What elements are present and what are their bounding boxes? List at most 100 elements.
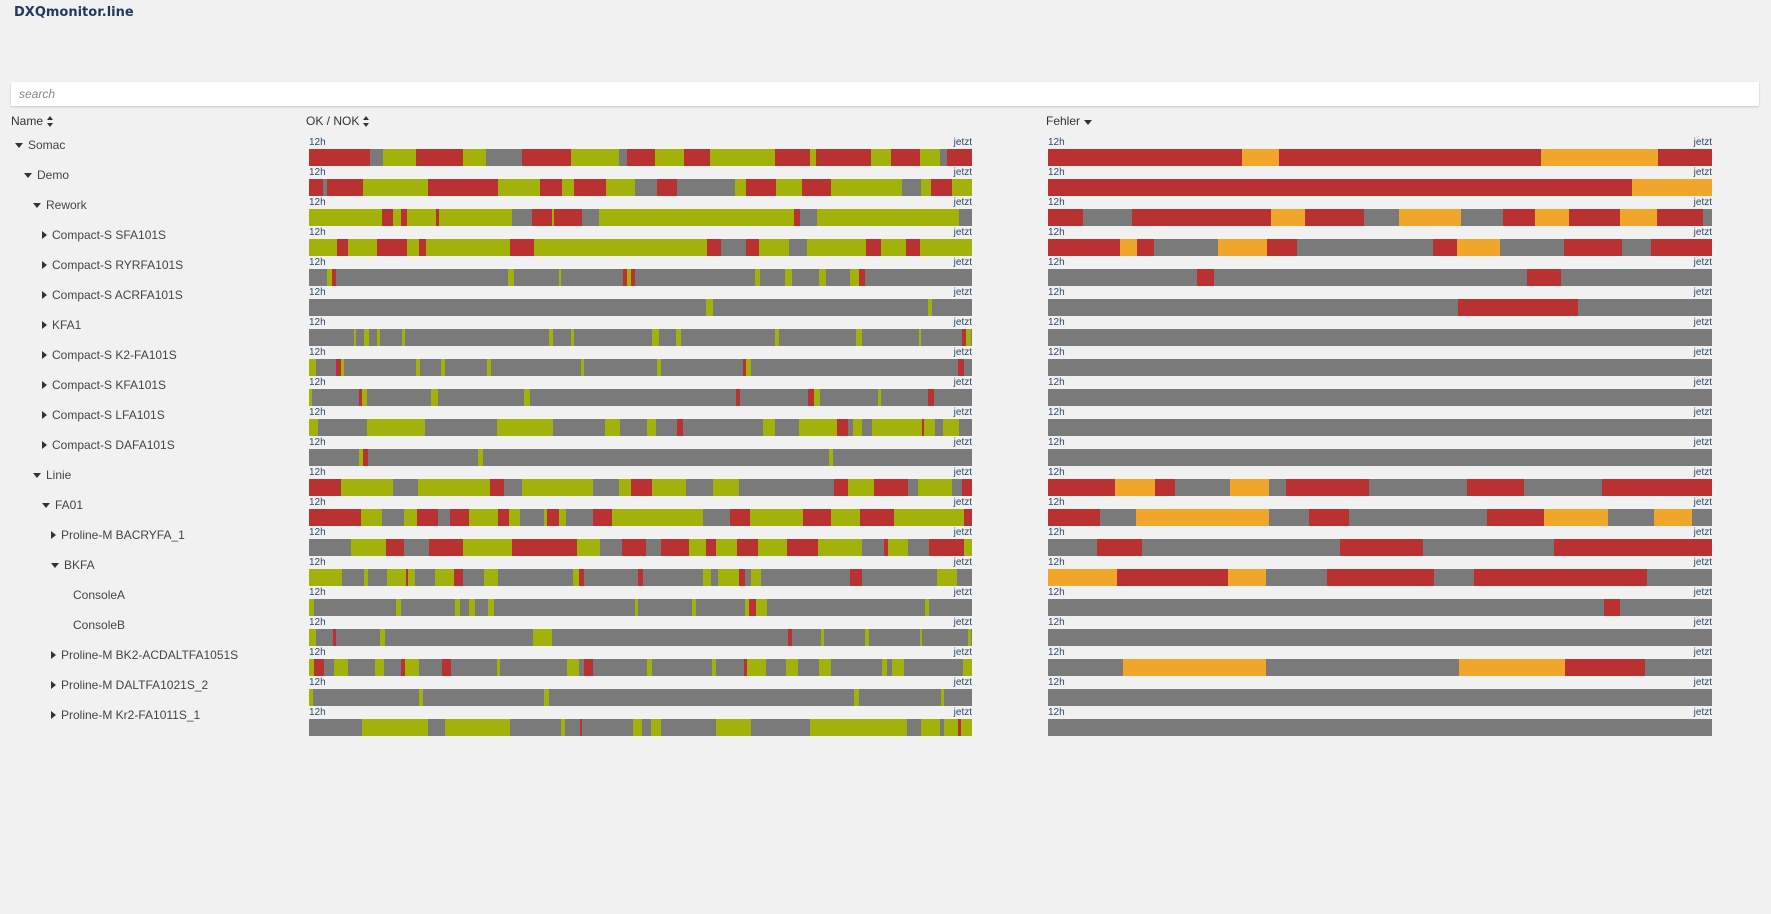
timeline-segment[interactable] — [1327, 569, 1434, 586]
timeline-segment[interactable] — [949, 509, 964, 526]
timeline-segment[interactable] — [414, 659, 419, 676]
timeline-segment[interactable] — [787, 629, 792, 646]
timeline-segment[interactable] — [567, 659, 579, 676]
timeline-segment[interactable] — [1217, 239, 1268, 256]
timeline-segment[interactable] — [1309, 509, 1349, 526]
timeline-segment[interactable] — [449, 209, 473, 226]
timeline-segment[interactable] — [457, 509, 470, 526]
tree-row[interactable]: Rework — [0, 197, 290, 227]
error-timeline[interactable]: 12h jetzt — [1048, 347, 1712, 377]
timeline-segment[interactable] — [924, 419, 936, 436]
chevron-right-icon[interactable] — [42, 411, 47, 419]
error-timeline[interactable]: 12h jetzt — [1048, 497, 1712, 527]
timeline-segment[interactable] — [571, 329, 574, 346]
timeline-segment[interactable] — [327, 179, 364, 196]
timeline-segment[interactable] — [829, 449, 834, 466]
timeline-segment[interactable] — [434, 569, 442, 586]
timeline-segment[interactable] — [464, 479, 491, 496]
timeline-segment[interactable] — [621, 539, 647, 556]
timeline-segment[interactable] — [376, 329, 381, 346]
timeline-segment[interactable] — [630, 479, 653, 496]
timeline-segment[interactable] — [680, 239, 708, 256]
chevron-right-icon[interactable] — [42, 381, 47, 389]
timeline-segment[interactable] — [730, 509, 738, 526]
timeline-segment[interactable] — [584, 659, 593, 676]
timeline-segment[interactable] — [320, 509, 327, 526]
timeline-segment[interactable] — [441, 569, 455, 586]
timeline-segment[interactable] — [309, 659, 314, 676]
timeline-segment[interactable] — [1048, 209, 1084, 226]
timeline-segment[interactable] — [661, 539, 689, 556]
timeline-track[interactable] — [309, 719, 972, 736]
timeline-segment[interactable] — [461, 179, 493, 196]
timeline-segment[interactable] — [677, 209, 706, 226]
timeline-segment[interactable] — [375, 659, 379, 676]
timeline-segment[interactable] — [871, 719, 880, 736]
timeline-segment[interactable] — [1603, 599, 1621, 616]
timeline-segment[interactable] — [407, 209, 413, 226]
timeline-segment[interactable] — [1553, 539, 1652, 556]
timeline-segment[interactable] — [1398, 209, 1462, 226]
timeline-segment[interactable] — [617, 239, 630, 256]
timeline-segment[interactable] — [561, 179, 575, 196]
timeline-segment[interactable] — [1565, 659, 1645, 676]
timeline-segment[interactable] — [880, 239, 906, 256]
timeline-segment[interactable] — [523, 389, 530, 406]
timeline-segment[interactable] — [601, 149, 620, 166]
timeline-segment[interactable] — [400, 659, 406, 676]
timeline-segment[interactable] — [1441, 149, 1542, 166]
timeline-segment[interactable] — [482, 539, 512, 556]
tree-node[interactable]: BKFA — [51, 557, 95, 573]
oknok-timeline[interactable]: 12h jetzt — [309, 137, 972, 167]
timeline-segment[interactable] — [737, 509, 751, 526]
timeline-segment[interactable] — [436, 149, 463, 166]
timeline-segment[interactable] — [879, 719, 893, 736]
timeline-segment[interactable] — [917, 479, 924, 496]
timeline-segment[interactable] — [1168, 209, 1210, 226]
timeline-segment[interactable] — [1503, 209, 1536, 226]
timeline-segment[interactable] — [1590, 209, 1620, 226]
timeline-segment[interactable] — [488, 599, 495, 616]
error-timeline[interactable]: 12h jetzt — [1048, 317, 1712, 347]
error-timeline[interactable]: 12h jetzt — [1048, 587, 1712, 617]
error-timeline[interactable]: 12h jetzt — [1048, 707, 1712, 737]
timeline-segment[interactable] — [428, 539, 463, 556]
timeline-segment[interactable] — [560, 719, 565, 736]
timeline-segment[interactable] — [847, 209, 874, 226]
timeline-segment[interactable] — [652, 329, 659, 346]
timeline-segment[interactable] — [715, 719, 751, 736]
timeline-segment[interactable] — [646, 659, 653, 676]
oknok-timeline[interactable]: 12h jetzt — [309, 647, 972, 677]
oknok-timeline[interactable]: 12h jetzt — [309, 467, 972, 497]
error-timeline[interactable]: 12h jetzt — [1048, 137, 1712, 167]
chevron-right-icon[interactable] — [42, 291, 47, 299]
timeline-segment[interactable] — [1132, 209, 1169, 226]
timeline-segment[interactable] — [846, 149, 871, 166]
timeline-segment[interactable] — [627, 269, 632, 286]
timeline-segment[interactable] — [945, 509, 950, 526]
error-timeline[interactable]: 12h jetzt — [1048, 437, 1712, 467]
timeline-segment[interactable] — [578, 569, 585, 586]
timeline-segment[interactable] — [1339, 149, 1442, 166]
timeline-segment[interactable] — [750, 509, 776, 526]
timeline-segment[interactable] — [309, 599, 314, 616]
timeline-segment[interactable] — [1571, 569, 1647, 586]
timeline-segment[interactable] — [758, 659, 767, 676]
timeline-segment[interactable] — [309, 149, 345, 166]
timeline-segment[interactable] — [794, 209, 800, 226]
timeline-segment[interactable] — [508, 179, 518, 196]
timeline-segment[interactable] — [688, 539, 707, 556]
timeline-segment[interactable] — [405, 659, 415, 676]
timeline-segment[interactable] — [395, 599, 401, 616]
timeline-segment[interactable] — [428, 179, 462, 196]
timeline-segment[interactable] — [859, 509, 894, 526]
timeline-segment[interactable] — [511, 539, 542, 556]
tree-row[interactable]: Compact-S DAFA101S — [0, 437, 290, 467]
timeline-segment[interactable] — [576, 539, 583, 556]
timeline-segment[interactable] — [472, 209, 487, 226]
timeline-segment[interactable] — [434, 479, 446, 496]
timeline-segment[interactable] — [1117, 569, 1228, 586]
column-header-oknok[interactable]: OK / NOK — [306, 114, 370, 128]
timeline-segment[interactable] — [692, 599, 696, 616]
timeline-track[interactable] — [309, 209, 972, 226]
